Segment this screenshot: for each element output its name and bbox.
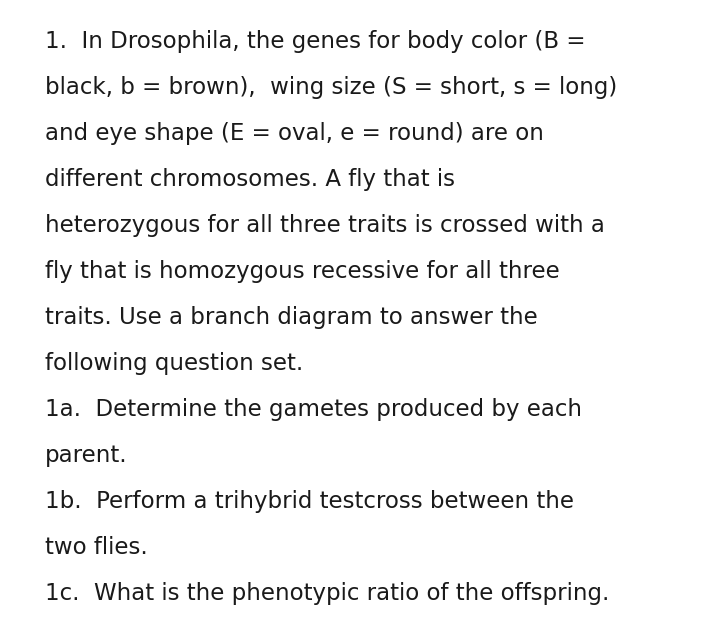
Text: and eye shape (E = oval, e = round) are on: and eye shape (E = oval, e = round) are …: [45, 122, 544, 145]
Text: 1b.  Perform a trihybrid testcross between the: 1b. Perform a trihybrid testcross betwee…: [45, 490, 574, 513]
Text: black, b = brown),  wing size (S = short, s = long): black, b = brown), wing size (S = short,…: [45, 76, 617, 99]
Text: 1.  In Drosophila, the genes for body color (B =: 1. In Drosophila, the genes for body col…: [45, 30, 586, 53]
Text: 1a.  Determine the gametes produced by each: 1a. Determine the gametes produced by ea…: [45, 398, 582, 421]
Text: traits. Use a branch diagram to answer the: traits. Use a branch diagram to answer t…: [45, 306, 538, 329]
Text: following question set.: following question set.: [45, 352, 304, 375]
Text: different chromosomes. A fly that is: different chromosomes. A fly that is: [45, 168, 455, 191]
Text: parent.: parent.: [45, 444, 127, 467]
Text: heterozygous for all three traits is crossed with a: heterozygous for all three traits is cro…: [45, 214, 605, 237]
Text: two flies.: two flies.: [45, 536, 147, 559]
Text: fly that is homozygous recessive for all three: fly that is homozygous recessive for all…: [45, 260, 560, 283]
Text: 1c.  What is the phenotypic ratio of the offspring.: 1c. What is the phenotypic ratio of the …: [45, 582, 609, 605]
